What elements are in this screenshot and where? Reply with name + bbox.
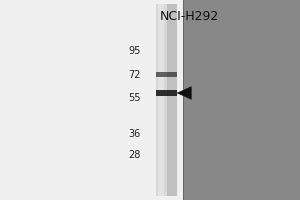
Text: 95: 95 bbox=[129, 46, 141, 56]
Text: 28: 28 bbox=[129, 150, 141, 160]
Text: 55: 55 bbox=[128, 93, 141, 103]
FancyBboxPatch shape bbox=[158, 4, 164, 196]
FancyBboxPatch shape bbox=[156, 4, 166, 196]
Text: 72: 72 bbox=[128, 70, 141, 80]
Text: 36: 36 bbox=[129, 129, 141, 139]
FancyBboxPatch shape bbox=[183, 0, 300, 200]
FancyBboxPatch shape bbox=[167, 4, 177, 196]
Polygon shape bbox=[177, 87, 191, 99]
FancyBboxPatch shape bbox=[156, 90, 177, 96]
Text: NCI-H292: NCI-H292 bbox=[159, 10, 219, 23]
FancyBboxPatch shape bbox=[156, 72, 177, 77]
